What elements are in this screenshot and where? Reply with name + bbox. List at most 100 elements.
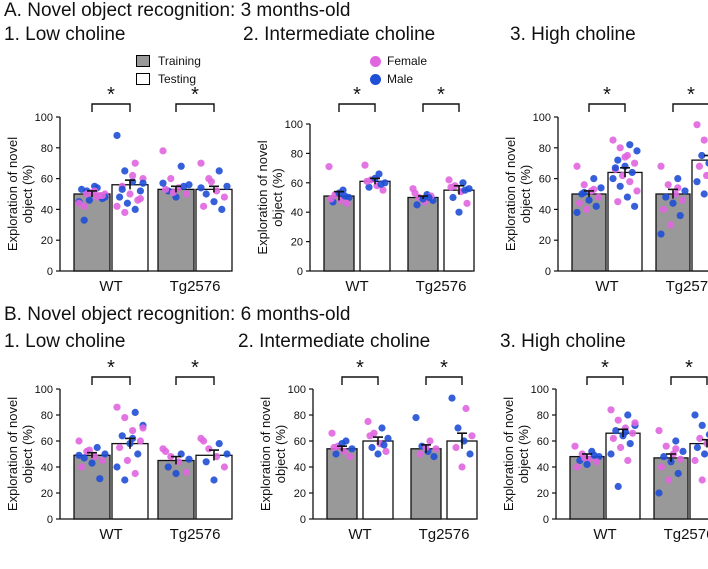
y-axis-label: Exploration of novelobject (%) bbox=[503, 137, 533, 251]
female-point bbox=[657, 463, 666, 471]
bar-training bbox=[410, 448, 442, 520]
female-point bbox=[80, 202, 88, 210]
y-tick-label: 100 bbox=[35, 384, 53, 396]
group-label: Tg2576 bbox=[419, 526, 470, 543]
female-point bbox=[327, 195, 335, 203]
male-point bbox=[701, 450, 708, 458]
y-tick-label: 20 bbox=[41, 488, 53, 500]
significance-bracket bbox=[425, 376, 463, 385]
female-point bbox=[136, 195, 144, 203]
female-point bbox=[657, 162, 665, 170]
female-point bbox=[626, 178, 634, 186]
female-point bbox=[629, 429, 637, 437]
group-label: WT bbox=[348, 526, 371, 543]
male-point bbox=[180, 182, 188, 190]
male-point bbox=[164, 463, 172, 471]
significance-bracket bbox=[175, 103, 215, 112]
group-label: WT bbox=[595, 278, 618, 295]
female-point bbox=[328, 429, 336, 437]
female-point bbox=[595, 193, 603, 201]
female-point bbox=[695, 162, 704, 170]
male-point bbox=[348, 445, 356, 453]
male-point bbox=[573, 208, 581, 217]
male-point bbox=[662, 193, 670, 201]
male-point bbox=[377, 180, 385, 188]
female-point bbox=[116, 443, 124, 452]
male-point bbox=[218, 205, 226, 213]
male-point bbox=[96, 475, 104, 483]
female-point bbox=[123, 456, 131, 465]
significance-star: * bbox=[191, 357, 199, 379]
female-point bbox=[614, 198, 622, 206]
male-point bbox=[223, 450, 231, 458]
bar-training bbox=[73, 193, 111, 272]
y-tick-label: 20 bbox=[537, 488, 549, 500]
y-tick-label: 60 bbox=[539, 174, 551, 186]
y-tick-label: 0 bbox=[47, 266, 53, 278]
female-point bbox=[672, 445, 680, 453]
y-axis-label-line: object (%) bbox=[20, 165, 35, 224]
male-point bbox=[583, 460, 591, 468]
y-axis-label-line: Exploration of novel bbox=[258, 397, 273, 511]
male-point bbox=[368, 443, 376, 452]
female-point bbox=[616, 144, 624, 152]
female-point bbox=[139, 424, 147, 432]
male-point bbox=[674, 469, 682, 478]
male-point bbox=[118, 185, 126, 193]
male-point bbox=[609, 175, 617, 183]
male-point bbox=[628, 168, 636, 177]
male-point bbox=[131, 408, 139, 416]
male-point bbox=[365, 183, 373, 191]
male-point bbox=[455, 208, 463, 216]
female-point bbox=[167, 453, 175, 461]
chart-panel-2: 0 20 40 60 80 100 Exploration of novelobject (… bbox=[503, 84, 708, 295]
y-tick-label: 40 bbox=[41, 462, 53, 474]
group-label: Tg2576 bbox=[664, 526, 708, 543]
female-point bbox=[583, 205, 591, 213]
male-dot-icon bbox=[370, 73, 381, 85]
male-point bbox=[449, 193, 457, 202]
female-point bbox=[432, 445, 440, 453]
female-point bbox=[667, 221, 675, 229]
female-point bbox=[655, 427, 663, 435]
significance-star: * bbox=[603, 84, 611, 106]
male-point bbox=[616, 182, 624, 190]
female-point bbox=[343, 199, 351, 207]
male-point bbox=[185, 455, 193, 463]
significance-star: * bbox=[687, 84, 695, 106]
male-point bbox=[413, 201, 421, 209]
group-label: WT bbox=[99, 526, 122, 543]
y-axis-label: Exploration of novelobject (%) bbox=[501, 397, 531, 511]
significance-bracket bbox=[341, 376, 379, 385]
female-point bbox=[700, 136, 708, 144]
male-point bbox=[123, 199, 131, 207]
female-point bbox=[182, 190, 190, 198]
group-label: WT bbox=[345, 278, 368, 295]
y-tick-label: 0 bbox=[543, 514, 549, 526]
panel-a3-title: 3. High choline bbox=[510, 24, 636, 45]
female-point bbox=[633, 187, 641, 195]
male-point bbox=[693, 443, 702, 452]
male-point bbox=[612, 427, 620, 435]
bar-testing bbox=[111, 442, 149, 520]
female-point bbox=[131, 469, 139, 478]
female-point bbox=[617, 443, 625, 452]
female-point bbox=[200, 437, 208, 445]
y-tick-label: 80 bbox=[41, 143, 53, 155]
male-point bbox=[202, 458, 210, 466]
male-point bbox=[116, 193, 124, 201]
male-point bbox=[700, 190, 708, 198]
female-point bbox=[698, 476, 706, 484]
panel-b2-title: 2. Intermediate choline bbox=[238, 331, 431, 352]
bar-training bbox=[326, 448, 358, 520]
female-point bbox=[159, 147, 167, 155]
male-point bbox=[614, 156, 622, 164]
female-point bbox=[621, 153, 629, 161]
male-point bbox=[374, 450, 382, 458]
male-point bbox=[624, 411, 632, 419]
male-point bbox=[660, 453, 668, 461]
female-point bbox=[167, 175, 175, 183]
group-label: Tg2576 bbox=[666, 278, 708, 295]
y-tick-label: 40 bbox=[537, 462, 549, 474]
panel-b3-title: 3. High choline bbox=[500, 331, 626, 352]
